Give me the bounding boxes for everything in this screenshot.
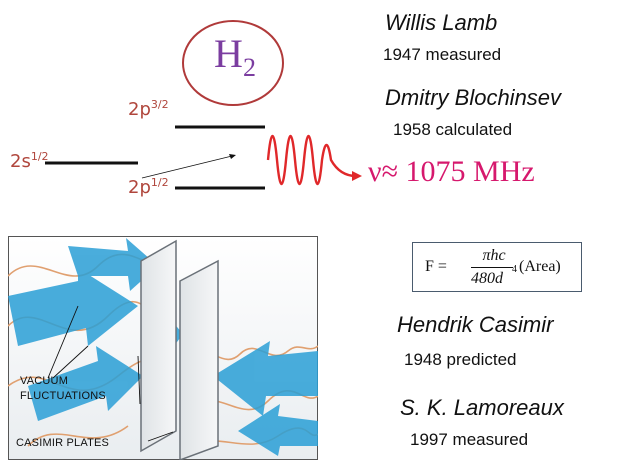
h2-molecule-circle [182, 20, 284, 106]
transition-arrowhead [229, 154, 236, 159]
energy-level-diagram [45, 125, 362, 190]
person-note-casimir: 1948 predicted [404, 350, 517, 369]
photon-wave [266, 135, 357, 185]
casimir-plate-right [179, 259, 219, 460]
person-note-lamoreaux: 1997 measured [410, 430, 529, 449]
casimir-plates-illustration [8, 236, 318, 460]
frequency-label: ν≈ 1075 MHz [368, 155, 535, 188]
formula-denominator: 480d [471, 270, 503, 287]
formula-numerator: πhc [482, 247, 506, 264]
transition-arrow [141, 155, 233, 179]
formula-tail: (Area) [519, 258, 561, 275]
molecule-symbol: H [214, 31, 243, 76]
h2-molecule-label: H2 [195, 30, 275, 83]
formula-lhs: F = [425, 258, 447, 275]
level-label-2p12: 2p1/2 [128, 176, 169, 198]
level-label-2s12: 2s1/2 [10, 150, 49, 172]
person-name-lamb: Willis Lamb [385, 10, 498, 35]
formula-fraction-bar [471, 267, 513, 268]
casimir-plate-left [140, 239, 177, 453]
label-vacuum: VACUUM [20, 375, 69, 387]
person-name-lamoreaux: S. K. Lamoreaux [400, 395, 564, 420]
molecule-subscript: 2 [242, 53, 256, 82]
person-name-casimir: Hendrik Casimir [397, 312, 554, 337]
label-casimir-plates: CASIMIR PLATES [16, 437, 110, 449]
level-label-2p32: 2p3/2 [128, 98, 169, 120]
label-pointer-lines [47, 305, 174, 442]
person-name-blochinsev: Dmitry Blochinsev [385, 85, 562, 110]
photon-arrowhead [352, 171, 362, 181]
formula-exponent: 4 [512, 264, 517, 275]
person-note-lamb: 1947 measured [383, 45, 502, 64]
person-note-blochinsev: 1958 calculated [393, 120, 513, 139]
label-fluctuations: FLUCTUATIONS [20, 390, 106, 402]
casimir-formula-box: F = πhc 480d 4 (Area) [412, 242, 582, 292]
